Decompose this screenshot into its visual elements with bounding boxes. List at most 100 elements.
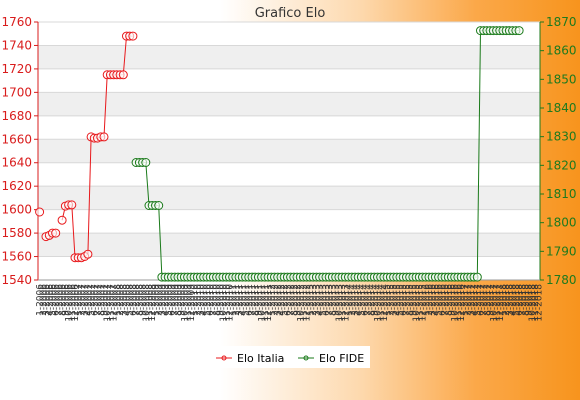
x-tick-label: 9-2013 [332,284,342,316]
x-tick-label: 8-2006 [58,284,68,316]
y-tick-label-left: 1640 [1,156,32,170]
x-tick-label: 6-2018 [515,284,525,316]
x-tick-label: 10-2013 [335,284,345,322]
x-tick-label: 1-2017 [460,284,470,316]
data-point [67,200,77,210]
x-tick-label: 4-2011 [238,284,248,316]
x-tick-label: 10-2012 [296,284,306,322]
plot-band [38,209,540,234]
x-tick-label: 5-2018 [512,284,522,316]
x-tick-label: 5-2006 [48,284,58,316]
x-tick-label: 12-2010 [225,284,235,322]
x-tick-label: 2-2006 [39,284,49,316]
x-tick-label: 1-2006 [36,284,46,316]
x-tick-label: 2-2011 [232,284,242,316]
grid-lines [38,21,540,281]
plot-band [38,45,540,69]
x-tick-label: 7-2006 [55,284,65,316]
x-tick-label: 3-2012 [274,284,284,316]
x-tick-label: 2-2010 [193,284,203,316]
x-tick-label: 11-2009 [184,284,194,322]
x-tick-label: 10-2011 [258,284,268,322]
x-tick-label: 11-2007 [106,284,116,322]
x-tick-label: 12-2007 [110,284,120,322]
x-tick-label: 7-2015 [402,284,412,316]
data-point [118,70,128,80]
x-tick-label: 1-2011 [229,284,239,316]
x-tick-label: 1-2012 [267,284,277,316]
y-tick-label-right: 1820 [546,158,577,172]
x-tick-label: 6-2006 [52,284,62,316]
series-elo-fide [131,26,524,282]
x-tick-label: 1-2009 [151,284,161,316]
x-tick-label: 3-2013 [312,284,322,316]
plot-band [38,233,540,257]
x-tick-label: 12-2016 [457,284,467,322]
x-tick-label: 2-2013 [309,284,319,316]
x-tick-label: 11-2010 [222,284,232,322]
data-point [141,158,151,167]
y-tick-label-left: 1540 [1,273,32,287]
x-tick-label: 3-2016 [428,284,438,316]
x-tick-label: 12-2008 [148,284,158,322]
y-tick-label-left: 1660 [1,132,32,146]
y-tick-label-left: 1680 [1,109,32,123]
x-tick-label: 4-2007 [84,284,94,316]
x-tick-label: 10-2008 [142,284,152,322]
x-tick-label: 8-2014 [367,284,377,316]
y-tick-label-left: 1700 [1,85,32,99]
x-tick-label: 6-2008 [129,284,139,316]
y-tick-label-right: 1800 [546,216,577,230]
x-tick-label: 6-2012 [283,284,293,316]
legend: Elo Italia Elo FIDE [210,346,370,368]
x-tick-label: 11-2018 [531,284,541,322]
y-tick-label-left: 1560 [1,250,32,264]
x-tick-label: 4-2016 [431,284,441,316]
x-tick-label: 1-2018 [499,284,509,316]
data-point [35,207,45,217]
x-tick-label: 4-2013 [316,284,326,316]
x-tick-label: 6-2015 [399,284,409,316]
x-tick-label: 3-2017 [467,284,477,316]
x-tick-label: 4-2009 [161,284,171,316]
data-point [154,201,164,210]
x-tick-label: 1-2010 [190,284,200,316]
x-tick-label: 10-2018 [528,284,538,322]
x-tick-label: 9-2009 [177,284,187,316]
x-tick-label: 4-2017 [470,284,480,316]
x-tick-label: 9-2016 [448,284,458,316]
x-tick-label: 10-2009 [180,284,190,322]
x-tick-label: 3-2009 [158,284,168,316]
x-tick-label: 8-2012 [290,284,300,316]
x-tick-label: 2-2014 [348,284,358,316]
x-tick-label: 2-2009 [155,284,165,316]
y-tick-label-left: 1600 [1,203,32,217]
x-tick-label: 5-2013 [319,284,329,316]
y-tick-label-left: 1580 [1,226,32,240]
x-tick-label: 7-2017 [480,284,490,316]
x-tick-label: 1-2016 [422,284,432,316]
y-tick-label-left: 1760 [1,15,32,29]
x-tick-label: 12-2013 [341,284,351,322]
x-tick-label: 4-2008 [122,284,132,316]
x-tick-label: 10-2015 [412,284,422,322]
x-tick-label: 7-2008 [132,284,142,316]
x-tick-label: 7-2014 [364,284,374,316]
data-point [83,249,93,259]
x-tick-label: 11-2012 [299,284,309,322]
x-tick-label: 11-2006 [68,284,78,322]
x-tick-label: 9-2018 [525,284,535,316]
x-tick-label: 4-2006 [45,284,55,316]
y-axis-right-ticks: 1780 1790 1800 1810 1820 1830 1840 1850 1860 1870 [540,15,577,287]
x-tick-label: 3-2008 [119,284,129,316]
x-tick-label: 6-2017 [476,284,486,316]
x-tick-label: 5-2014 [357,284,367,316]
y-tick-label-right: 1870 [546,15,577,29]
x-tick-label: 8-2016 [444,284,454,316]
data-point [128,31,138,41]
x-tick-label: 11-2016 [454,284,464,322]
x-tick-label: 8-2007 [97,284,107,316]
x-tick-label: 9-2008 [139,284,149,316]
x-tick-label: 1-2008 [113,284,123,316]
x-tick-label: 5-2010 [203,284,213,316]
